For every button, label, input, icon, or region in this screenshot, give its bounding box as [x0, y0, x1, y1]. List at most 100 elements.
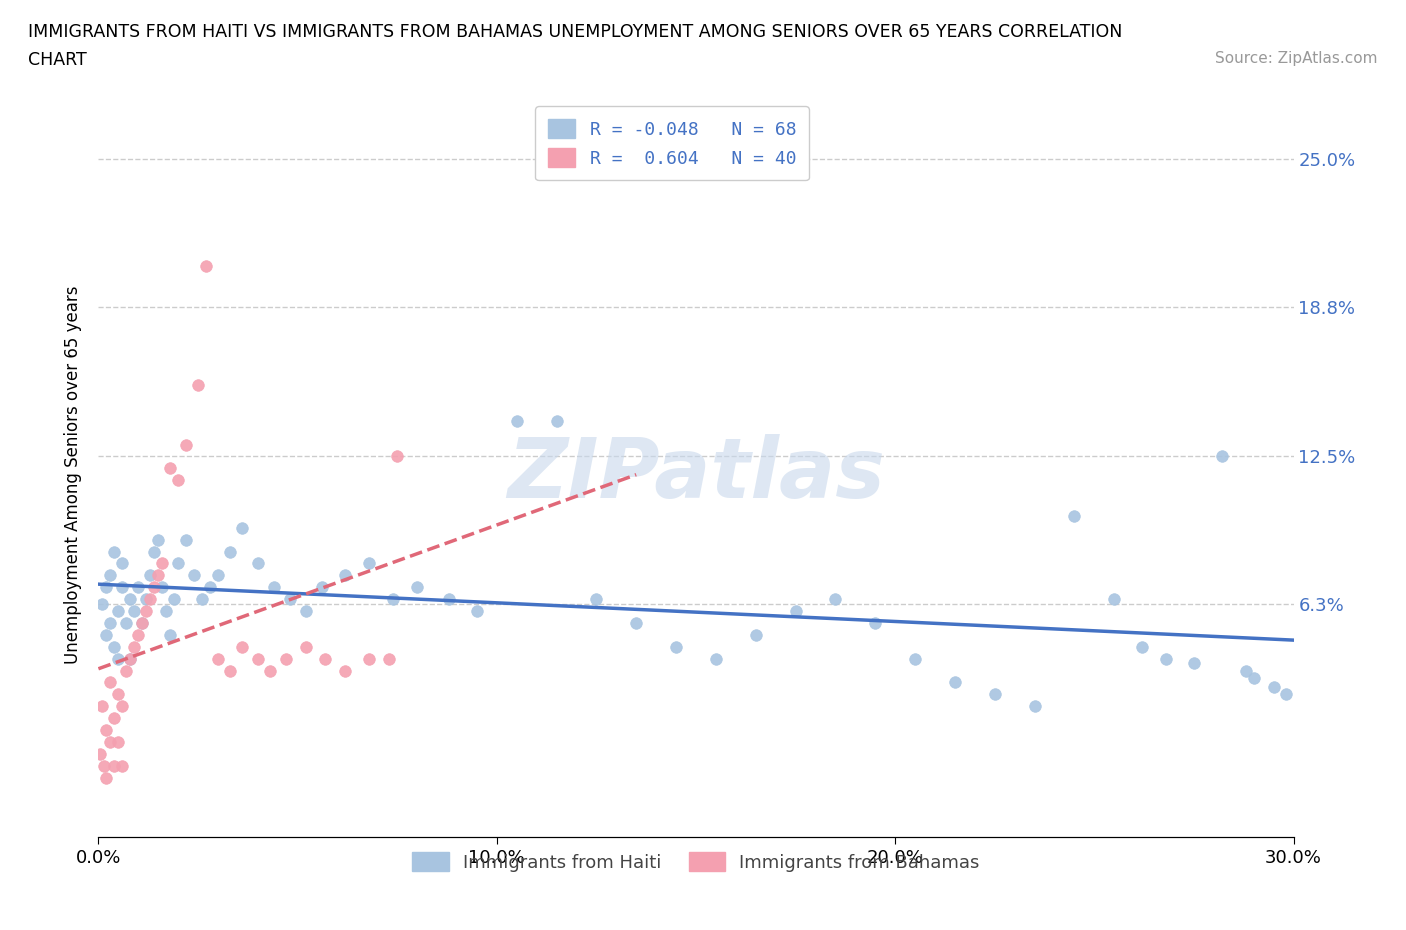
Legend: Immigrants from Haiti, Immigrants from Bahamas: Immigrants from Haiti, Immigrants from B…	[405, 844, 987, 879]
Point	[1274, 687, 1296, 702]
Point	[96, 723, 118, 737]
Point	[1243, 671, 1265, 685]
Point	[120, 651, 142, 666]
Point	[278, 591, 301, 606]
Point	[943, 675, 966, 690]
Point	[111, 579, 134, 594]
Point	[167, 472, 190, 487]
Point	[163, 591, 186, 606]
Point	[406, 579, 429, 594]
Point	[1234, 663, 1257, 678]
Point	[127, 628, 149, 643]
Point	[98, 735, 122, 750]
Point	[143, 579, 166, 594]
Point	[150, 579, 173, 594]
Text: IMMIGRANTS FROM HAITI VS IMMIGRANTS FROM BAHAMAS UNEMPLOYMENT AMONG SENIORS OVER: IMMIGRANTS FROM HAITI VS IMMIGRANTS FROM…	[28, 23, 1122, 41]
Text: ZIPatlas: ZIPatlas	[508, 433, 884, 515]
Point	[1263, 680, 1285, 695]
Point	[465, 604, 488, 618]
Point	[294, 604, 316, 618]
Point	[159, 628, 181, 643]
Point	[294, 639, 316, 654]
Point	[385, 449, 409, 464]
Point	[115, 616, 138, 631]
Point	[124, 604, 146, 618]
Point	[191, 591, 214, 606]
Point	[1024, 698, 1046, 713]
Point	[904, 651, 927, 666]
Point	[506, 413, 529, 428]
Point	[148, 568, 170, 583]
Point	[359, 651, 381, 666]
Point	[150, 556, 173, 571]
Point	[98, 568, 122, 583]
Point	[127, 579, 149, 594]
Point	[120, 591, 142, 606]
Point	[135, 604, 157, 618]
Point	[148, 532, 170, 547]
Point	[139, 568, 162, 583]
Point	[103, 544, 125, 559]
Point	[865, 616, 887, 631]
Point	[167, 556, 190, 571]
Point	[96, 628, 118, 643]
Point	[335, 663, 357, 678]
Point	[91, 698, 114, 713]
Point	[745, 628, 768, 643]
Point	[115, 663, 138, 678]
Point	[107, 687, 129, 702]
Point	[174, 532, 197, 547]
Point	[585, 591, 607, 606]
Point	[263, 579, 285, 594]
Point	[135, 591, 157, 606]
Point	[93, 758, 115, 773]
Point	[1182, 656, 1205, 671]
Point	[382, 591, 405, 606]
Point	[378, 651, 401, 666]
Point	[96, 770, 118, 785]
Point	[704, 651, 727, 666]
Point	[131, 616, 153, 631]
Point	[274, 651, 297, 666]
Point	[111, 556, 134, 571]
Point	[207, 568, 229, 583]
Point	[120, 651, 142, 666]
Point	[1130, 639, 1153, 654]
Point	[311, 579, 333, 594]
Point	[111, 758, 134, 773]
Point	[315, 651, 337, 666]
Point	[1104, 591, 1126, 606]
Point	[231, 639, 253, 654]
Point	[437, 591, 460, 606]
Point	[198, 579, 221, 594]
Point	[231, 521, 253, 536]
Point	[1211, 449, 1233, 464]
Point	[139, 591, 162, 606]
Point	[824, 591, 846, 606]
Point	[359, 556, 381, 571]
Point	[259, 663, 281, 678]
Point	[1063, 509, 1085, 524]
Point	[1154, 651, 1177, 666]
Point	[246, 556, 269, 571]
Point	[111, 698, 134, 713]
Point	[335, 568, 357, 583]
Point	[159, 461, 181, 476]
Point	[107, 651, 129, 666]
Point	[207, 651, 229, 666]
Point	[546, 413, 568, 428]
Point	[155, 604, 177, 618]
Point	[98, 675, 122, 690]
Point	[103, 758, 125, 773]
Point	[246, 651, 269, 666]
Point	[103, 711, 125, 725]
Point	[187, 378, 209, 392]
Point	[131, 616, 153, 631]
Point	[984, 687, 1007, 702]
Y-axis label: Unemployment Among Seniors over 65 years: Unemployment Among Seniors over 65 years	[65, 286, 83, 663]
Point	[665, 639, 688, 654]
Point	[124, 639, 146, 654]
Text: CHART: CHART	[28, 51, 87, 69]
Point	[98, 616, 122, 631]
Point	[143, 544, 166, 559]
